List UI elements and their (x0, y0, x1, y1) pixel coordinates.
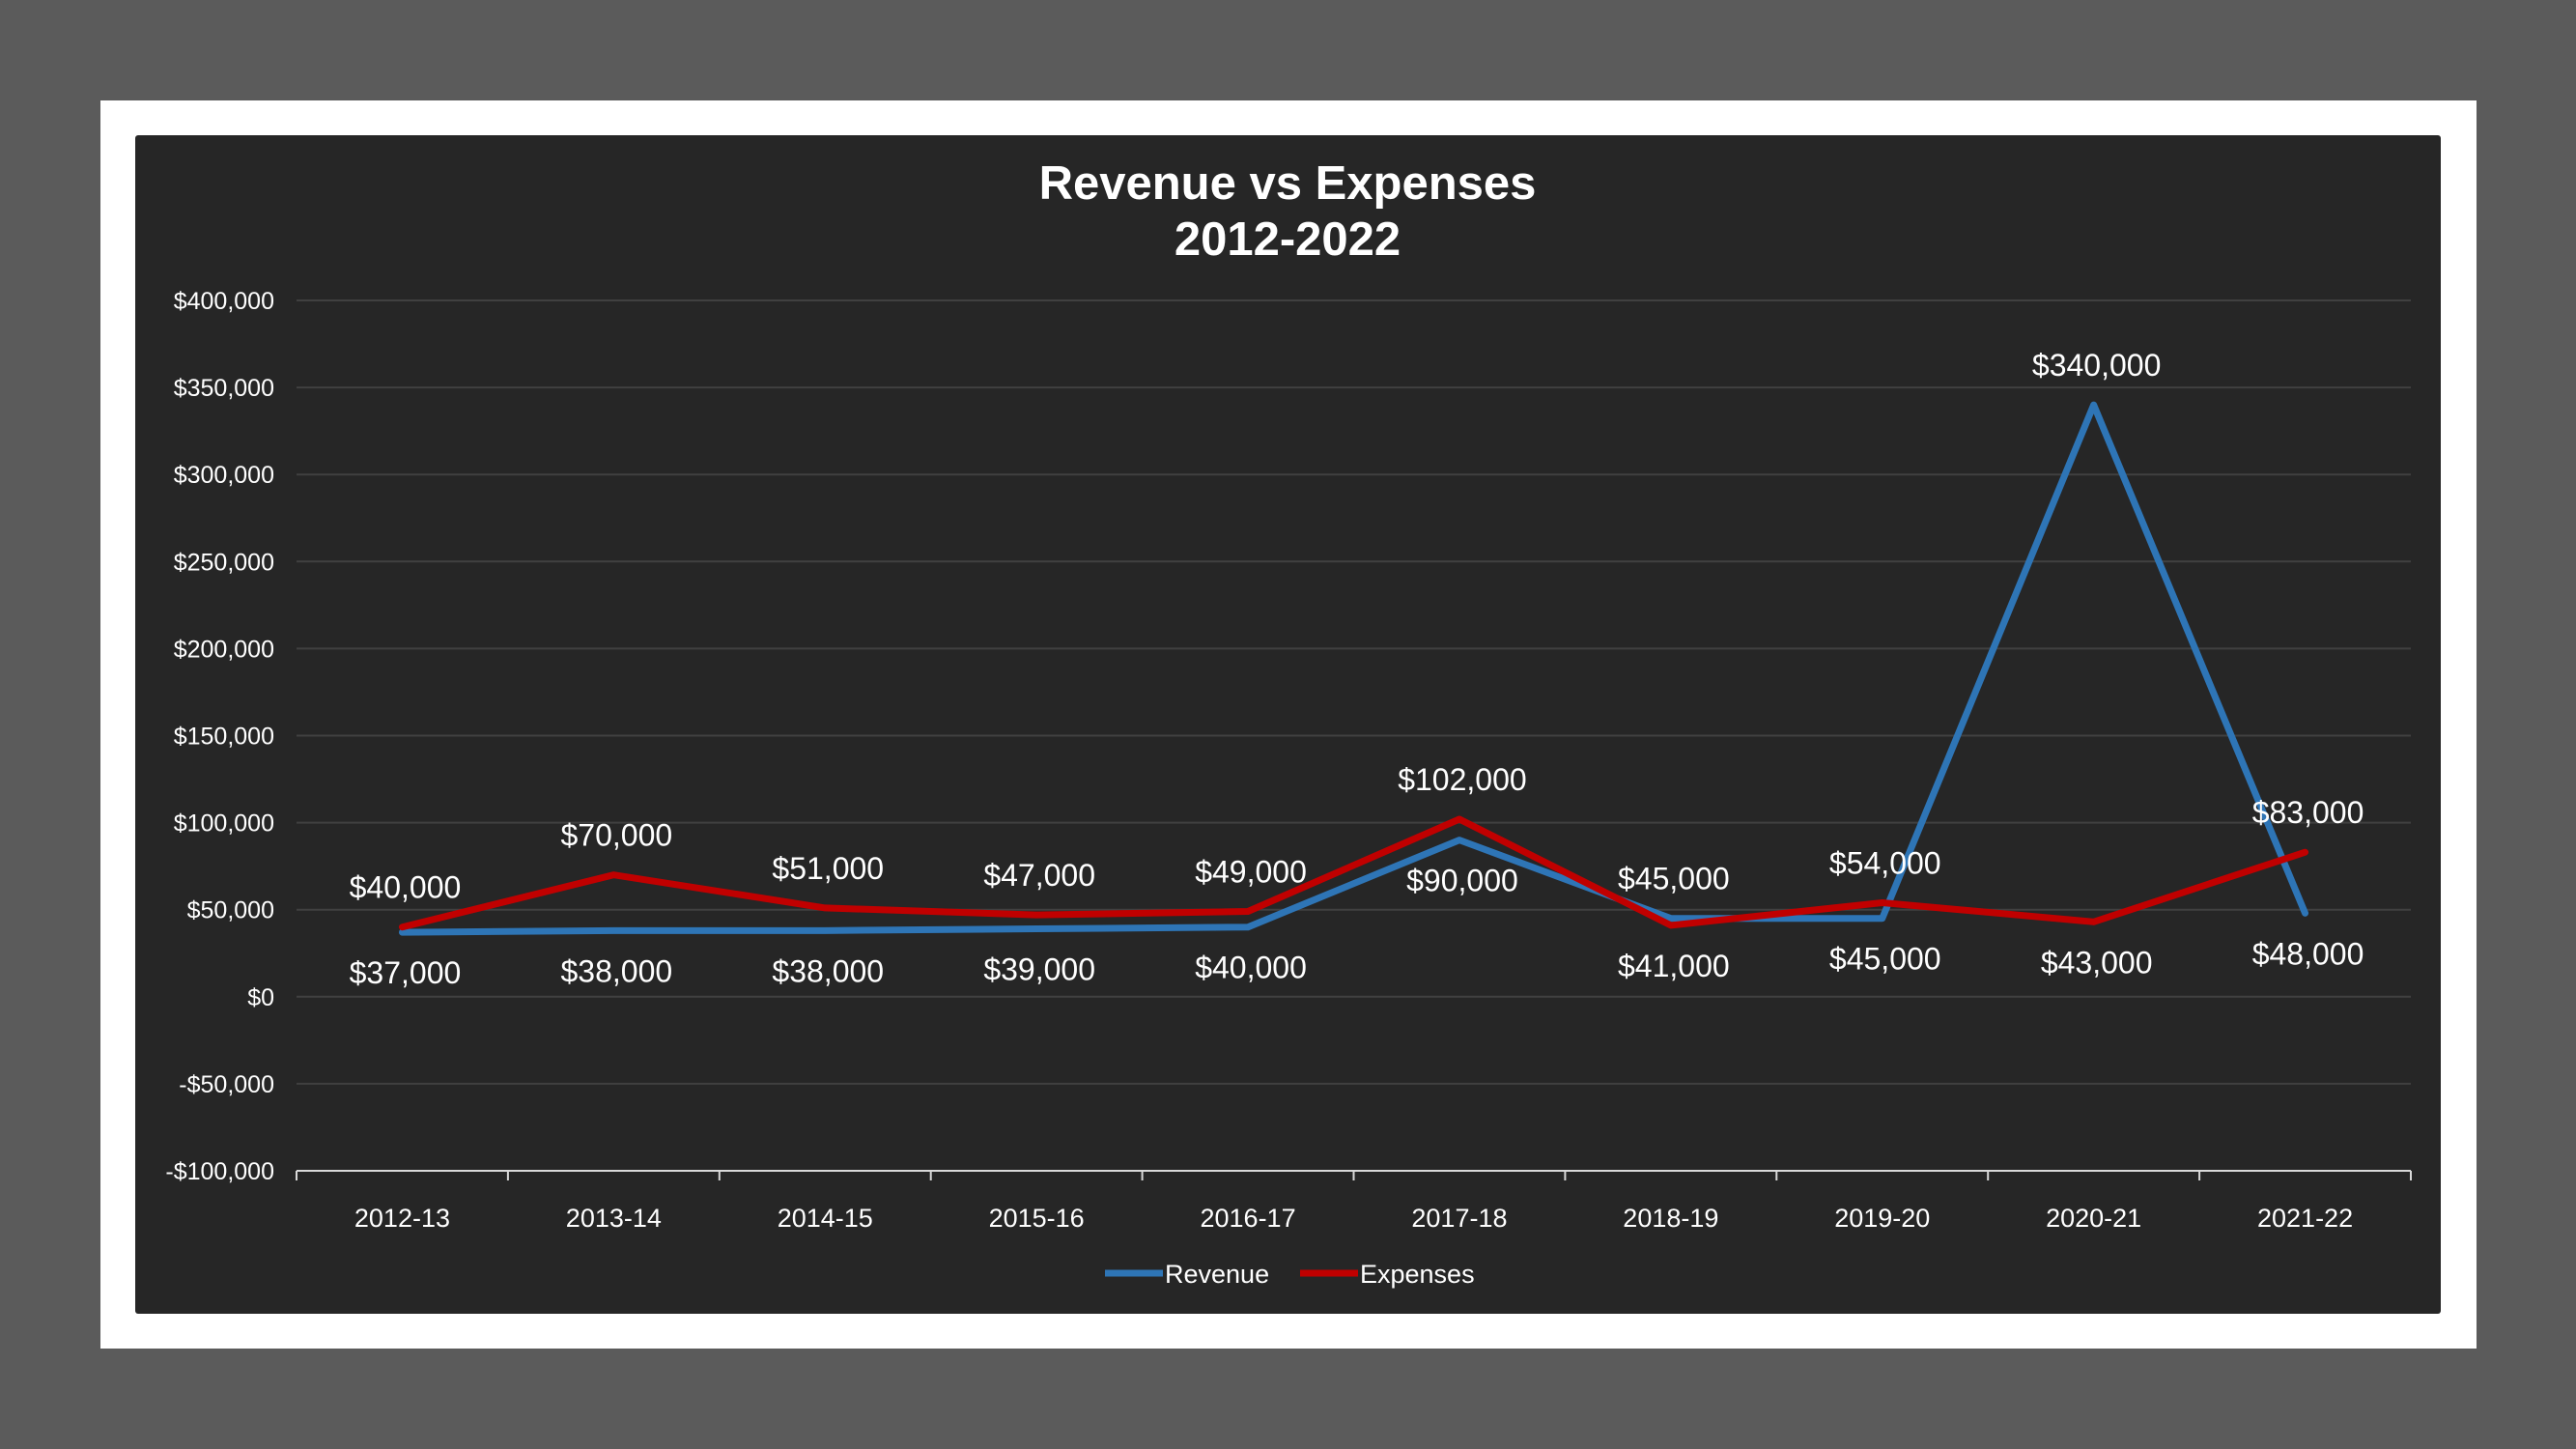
y-tick-label: $150,000 (174, 724, 274, 751)
y-tick-label: $0 (247, 984, 274, 1011)
x-tick-label: 2021-22 (2257, 1204, 2353, 1233)
y-tick-label: $300,000 (174, 462, 274, 489)
data-label-revenue: $45,000 (1829, 942, 1941, 977)
x-tick-label: 2017-18 (1411, 1204, 1507, 1233)
y-axis: $400,000 $350,000 $300,000 $250,000 $200,000… (165, 288, 274, 1185)
data-labels: $37,000 $40,000 $38,000 $70,000 $38,000 $51,0… (350, 348, 2364, 990)
data-label-revenue: $40,000 (1195, 951, 1307, 985)
data-label-expenses: $51,000 (772, 851, 884, 886)
chart-subtitle: 2012-2022 (1175, 213, 1401, 266)
data-label-expenses: $70,000 (561, 818, 673, 853)
data-label-revenue: $39,000 (983, 952, 1095, 987)
chart-title: Revenue vs Expenses (1039, 157, 1537, 210)
x-tick-label: 2015-16 (989, 1204, 1085, 1233)
data-label-expenses: $102,000 (1398, 762, 1526, 797)
y-tick-label: $50,000 (187, 897, 274, 924)
y-tick-label: $100,000 (174, 810, 274, 838)
legend-label-revenue: Revenue (1165, 1260, 1269, 1289)
data-label-revenue: $48,000 (2252, 936, 2364, 971)
data-label-expenses: $49,000 (1195, 855, 1307, 890)
x-tick-label: 2020-21 (2046, 1204, 2141, 1233)
data-label-expenses: $43,000 (2041, 945, 2153, 980)
data-label-revenue: $38,000 (561, 953, 673, 988)
data-label-revenue: $45,000 (1618, 862, 1730, 896)
x-tick-label: 2013-14 (566, 1204, 662, 1233)
x-tick-label: 2014-15 (778, 1204, 873, 1233)
x-tick-label: 2019-20 (1834, 1204, 1930, 1233)
y-tick-label: -$50,000 (179, 1071, 274, 1098)
x-tick-label: 2012-13 (354, 1204, 450, 1233)
data-label-revenue: $340,000 (2032, 348, 2161, 383)
data-label-expenses: $40,000 (350, 870, 462, 905)
chart-panel (135, 135, 2441, 1314)
y-tick-label: -$100,000 (165, 1158, 274, 1185)
data-label-expenses: $83,000 (2252, 795, 2364, 830)
legend-label-expenses: Expenses (1360, 1260, 1475, 1289)
data-label-expenses: $41,000 (1618, 949, 1730, 983)
y-tick-label: $400,000 (174, 288, 274, 315)
gridlines (297, 299, 2411, 1085)
y-tick-label: $350,000 (174, 375, 274, 402)
y-tick-label: $250,000 (174, 549, 274, 576)
x-tick-label: 2016-17 (1201, 1204, 1296, 1233)
x-axis: 2012-13 2013-14 2014-15 2015-16 2016-17 2017-… (296, 1170, 2412, 1233)
legend: Revenue Expenses (1105, 1260, 1475, 1289)
data-label-expenses: $47,000 (983, 858, 1095, 893)
series-lines (398, 401, 2309, 936)
data-label-revenue: $90,000 (1406, 864, 1518, 898)
data-label-revenue: $38,000 (772, 953, 884, 988)
y-tick-label: $200,000 (174, 636, 274, 663)
x-tick-label: 2018-19 (1623, 1204, 1718, 1233)
data-label-revenue: $37,000 (350, 955, 462, 990)
data-label-expenses: $54,000 (1829, 845, 1941, 880)
series-line-revenue (398, 401, 2309, 936)
series-line-expenses (398, 815, 2309, 931)
